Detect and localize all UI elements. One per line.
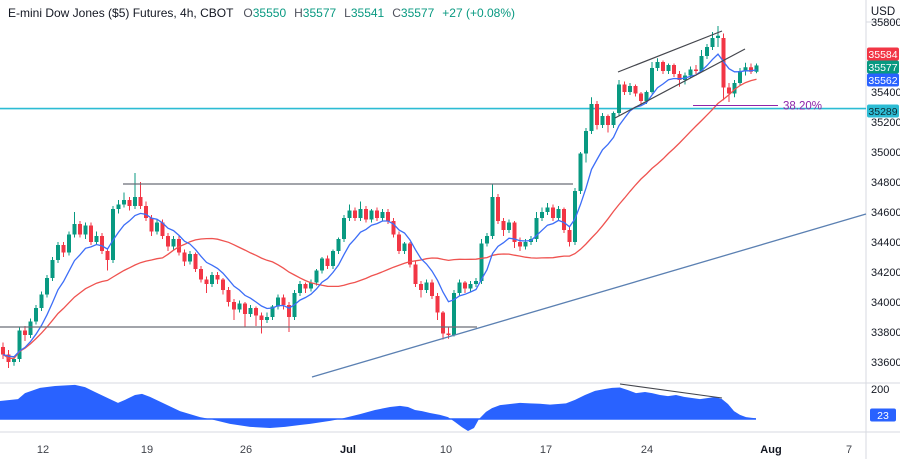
indicator-area xyxy=(0,383,756,431)
svg-text:7: 7 xyxy=(846,444,852,456)
svg-text:26: 26 xyxy=(240,444,252,456)
svg-text:35289: 35289 xyxy=(868,106,897,118)
svg-text:USD: USD xyxy=(871,6,895,18)
candles-layer xyxy=(1,26,759,368)
price-badge-23 xyxy=(870,408,896,422)
svg-text:200: 200 xyxy=(871,384,889,396)
svg-text:Aug: Aug xyxy=(760,444,781,456)
open-value: O35550 xyxy=(243,6,287,20)
svg-text:12: 12 xyxy=(37,444,49,456)
change-value: +27 (+0.08%) xyxy=(442,6,515,20)
svg-text:35200: 35200 xyxy=(871,117,900,129)
svg-text:34400: 34400 xyxy=(871,237,900,249)
high-value: H35577 xyxy=(294,6,337,20)
ma-slow-line xyxy=(2,78,757,360)
svg-text:17: 17 xyxy=(540,444,552,456)
chart-legend: E-mini Dow Jones ($5) Futures, 4h, CBOT … xyxy=(8,5,515,21)
svg-text:35000: 35000 xyxy=(871,147,900,159)
svg-text:24: 24 xyxy=(641,444,653,456)
svg-text:34600: 34600 xyxy=(871,207,900,219)
svg-text:35800: 35800 xyxy=(871,17,900,29)
svg-text:34000: 34000 xyxy=(871,297,900,309)
ma-fast xyxy=(2,53,757,358)
svg-text:19: 19 xyxy=(141,444,153,456)
svg-text:35400: 35400 xyxy=(871,87,900,99)
svg-text:35584: 35584 xyxy=(868,49,897,61)
price-badge-35289 xyxy=(867,104,899,118)
svg-text:Jul: Jul xyxy=(340,444,356,456)
svg-text:10: 10 xyxy=(440,444,452,456)
time-axis[interactable]: 12 19 26 Jul 10 17 24 Aug 7 xyxy=(37,444,852,456)
svg-text:23: 23 xyxy=(877,410,889,422)
svg-text:33800: 33800 xyxy=(871,327,900,339)
svg-text:34200: 34200 xyxy=(871,267,900,279)
svg-text:38.20%: 38.20% xyxy=(783,101,822,113)
svg-text:35562: 35562 xyxy=(868,75,897,87)
price-badge-35577 xyxy=(867,60,899,74)
close-value: C35577 xyxy=(392,6,435,20)
ohlc-values: O35550 H35577 L35541 C35577 +27 (+0.08%) xyxy=(243,6,515,20)
fib-retracement-level[interactable]: 38.20% xyxy=(693,101,822,113)
price-badge-35584 xyxy=(867,47,899,61)
low-value: L35541 xyxy=(344,6,385,20)
price-badge-35562 xyxy=(867,73,899,87)
ma-slow xyxy=(2,78,757,360)
svg-text:35577: 35577 xyxy=(868,62,897,74)
svg-text:33600: 33600 xyxy=(871,357,900,369)
svg-text:34800: 34800 xyxy=(871,177,900,189)
trendline-drawings[interactable] xyxy=(0,30,867,378)
ma-fast-line xyxy=(2,53,757,358)
symbol-title[interactable]: E-mini Dow Jones ($5) Futures, 4h, CBOT xyxy=(8,6,234,20)
